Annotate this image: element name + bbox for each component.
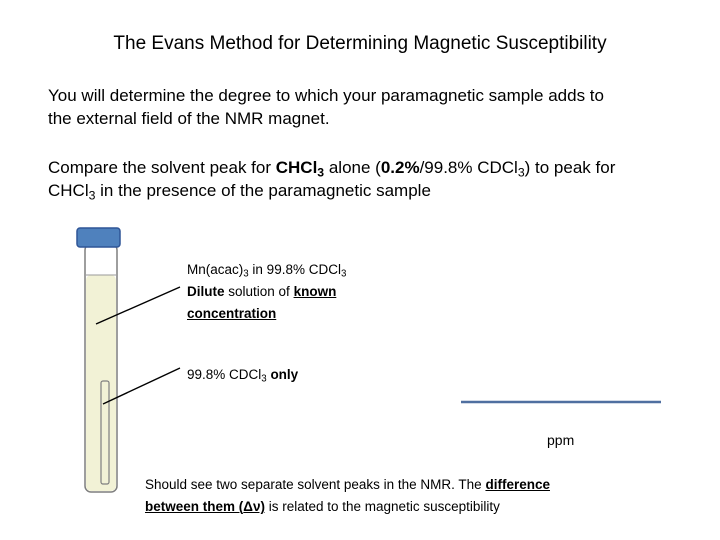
compare-sub-3c: 3: [88, 188, 96, 203]
spectrum-axis-label: ppm: [547, 432, 575, 448]
compare-text-2: alone (: [324, 158, 381, 177]
compare-text-4: ) to peak for: [524, 158, 616, 177]
compare-percent: 0.2%: [380, 158, 420, 177]
note-difference: difference: [485, 477, 550, 492]
compare-line2-chcl: CHCl: [48, 181, 89, 200]
compare-text-1: Compare the solvent peak for: [48, 158, 276, 177]
note-text-2: is related to the magnetic susceptibilit…: [264, 499, 500, 514]
intro-line-2: the external field of the NMR magnet.: [48, 109, 330, 128]
sample-label-cdcl: in 99.8% CDCl: [248, 262, 341, 277]
compare-sub-3b: 3: [517, 165, 525, 180]
sample-label-sub3a: 3: [243, 268, 249, 280]
sample-label-sub3b: 3: [340, 268, 347, 280]
compare-chcl: CHCl: [275, 158, 318, 177]
sample-label: Mn(acac)3 in 99.8% CDCl3 Dilute solution…: [187, 259, 346, 325]
capillary-label-cdcl: 99.8% CDCl: [187, 367, 262, 382]
inner-capillary: [100, 380, 110, 485]
compare-text-3: /99.8% CDCl: [419, 158, 518, 177]
sample-label-dilute: Dilute: [187, 284, 225, 299]
note-text-1: Should see two separate solvent peaks in…: [145, 477, 486, 492]
conclusion-note: Should see two separate solvent peaks in…: [145, 474, 645, 518]
capillary-label-sub3: 3: [261, 373, 267, 385]
intro-paragraph: You will determine the degree to which y…: [48, 84, 688, 130]
compare-sub-3: 3: [317, 165, 325, 180]
capillary-label-only: only: [266, 367, 299, 382]
sample-label-concentration: concentration: [187, 306, 277, 321]
note-between: between them (: [145, 499, 244, 514]
sample-label-known: known: [293, 284, 337, 299]
intro-line-1: You will determine the degree to which y…: [48, 86, 604, 105]
note-delta: Δν): [243, 499, 265, 514]
sample-label-solution-of: solution of: [224, 284, 294, 299]
sample-pointer-line: [95, 286, 181, 325]
tube-cap: [76, 227, 121, 248]
compare-paragraph: Compare the solvent peak for CHCl3 alone…: [48, 156, 688, 202]
capillary-pointer-line: [102, 367, 181, 405]
compare-line2-rest: in the presence of the paramagnetic samp…: [95, 181, 431, 200]
slide-title: The Evans Method for Determining Magneti…: [113, 33, 607, 54]
capillary-label: 99.8% CDCl3 only: [187, 367, 299, 385]
sample-label-mn: Mn(acac): [187, 262, 244, 277]
